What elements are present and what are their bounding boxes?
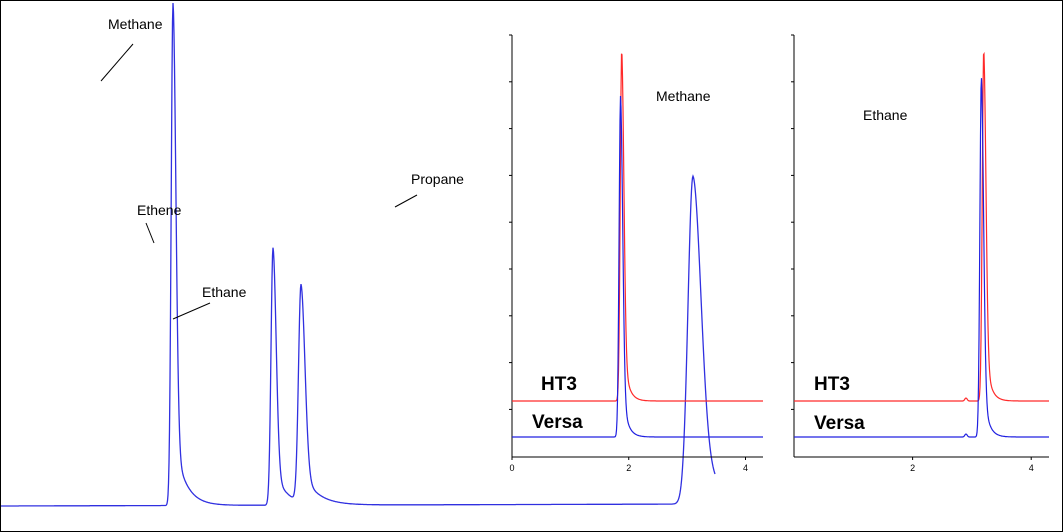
inset-methane: 0 2 4 Methane HT3 Versa — [509, 34, 763, 473]
peak-label-ethane: Ethane — [202, 284, 247, 300]
inset-ethane-versa-label: Versa — [814, 413, 865, 434]
inset-ethane-versa-line — [794, 78, 1049, 438]
inset-methane-versa-label: Versa — [532, 412, 583, 433]
inset-methane-title: Methane — [656, 88, 711, 104]
inset-methane-x-ticks: 0 2 4 — [509, 457, 748, 473]
inset-ethane-ht3-line — [794, 51, 1049, 402]
leader-methane — [100, 43, 134, 82]
peak-label-methane: Methane — [108, 16, 163, 32]
peak-label-propane: Propane — [411, 171, 464, 187]
main-trace-line — [1, 2, 716, 507]
inset-methane-versa-line — [512, 95, 763, 438]
inset1-x-tick-label: 2 — [626, 463, 631, 473]
main-chromatogram: Methane Ethene Ethane Propane — [1, 2, 716, 507]
leader-ethane — [172, 302, 211, 320]
inset2-x-tick-label: 2 — [910, 463, 915, 473]
leader-propane — [394, 194, 418, 208]
inset-methane-y-ticks — [509, 34, 512, 410]
inset-ethane-ht3-label: HT3 — [814, 374, 850, 395]
inset1-x-tick-label: 0 — [509, 463, 514, 473]
leader-ethene — [145, 222, 155, 244]
peak-label-ethene: Ethene — [137, 202, 182, 218]
inset-ethane-y-ticks — [791, 34, 794, 410]
inset2-x-tick-label: 4 — [1029, 463, 1034, 473]
inset1-x-tick-label: 4 — [743, 463, 748, 473]
inset-methane-ht3-label: HT3 — [541, 374, 577, 395]
inset-methane-ht3-line — [512, 53, 763, 402]
inset-ethane-title: Ethane — [863, 107, 908, 123]
